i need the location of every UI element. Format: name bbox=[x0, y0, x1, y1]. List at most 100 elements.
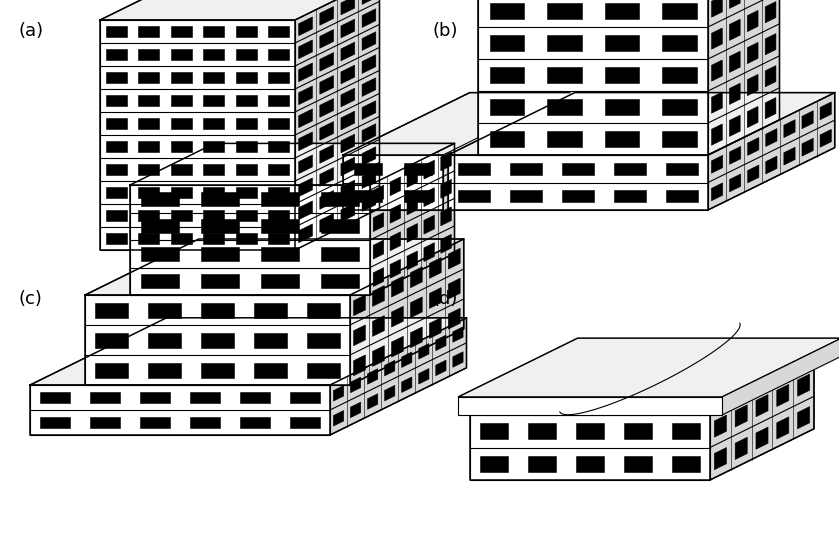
Polygon shape bbox=[320, 29, 334, 48]
Polygon shape bbox=[407, 224, 418, 243]
Polygon shape bbox=[333, 411, 344, 426]
Bar bbox=[662, 67, 696, 83]
Polygon shape bbox=[729, 115, 740, 137]
Polygon shape bbox=[407, 251, 418, 270]
Polygon shape bbox=[784, 147, 795, 165]
Bar bbox=[170, 118, 192, 129]
Polygon shape bbox=[353, 295, 365, 316]
Bar bbox=[262, 247, 299, 261]
Polygon shape bbox=[392, 336, 404, 357]
Polygon shape bbox=[748, 74, 758, 95]
Polygon shape bbox=[453, 327, 463, 342]
Polygon shape bbox=[353, 355, 365, 376]
Bar bbox=[148, 362, 181, 377]
Polygon shape bbox=[424, 188, 435, 206]
Bar bbox=[106, 118, 127, 129]
Bar bbox=[170, 94, 192, 107]
Polygon shape bbox=[341, 88, 355, 107]
Text: (d): (d) bbox=[433, 290, 458, 308]
Bar bbox=[268, 210, 289, 221]
Bar bbox=[547, 35, 581, 51]
Polygon shape bbox=[320, 53, 334, 71]
Polygon shape bbox=[435, 335, 446, 351]
Bar bbox=[140, 417, 170, 428]
Bar bbox=[404, 163, 432, 175]
Polygon shape bbox=[299, 155, 312, 174]
Bar bbox=[268, 118, 289, 129]
Polygon shape bbox=[735, 405, 748, 427]
Polygon shape bbox=[362, 55, 376, 73]
Polygon shape bbox=[343, 155, 443, 210]
Bar bbox=[138, 140, 159, 153]
Polygon shape bbox=[470, 415, 710, 480]
Polygon shape bbox=[320, 99, 334, 117]
Polygon shape bbox=[373, 286, 384, 306]
Polygon shape bbox=[320, 190, 334, 209]
Bar bbox=[138, 210, 159, 221]
Polygon shape bbox=[777, 417, 789, 439]
Bar bbox=[605, 35, 639, 51]
Bar bbox=[106, 94, 127, 107]
Bar bbox=[203, 72, 224, 83]
Bar bbox=[106, 210, 127, 221]
Bar bbox=[138, 164, 159, 175]
Polygon shape bbox=[341, 65, 355, 84]
Polygon shape bbox=[777, 384, 789, 406]
Polygon shape bbox=[392, 276, 404, 297]
Bar bbox=[489, 131, 524, 147]
Bar bbox=[142, 219, 179, 233]
Bar bbox=[201, 192, 238, 205]
Text: (b): (b) bbox=[433, 22, 458, 40]
Bar bbox=[404, 190, 432, 203]
Polygon shape bbox=[711, 28, 722, 49]
Polygon shape bbox=[756, 395, 768, 417]
Polygon shape bbox=[410, 267, 422, 287]
Bar bbox=[614, 163, 646, 175]
Polygon shape bbox=[410, 297, 422, 317]
Bar bbox=[201, 302, 234, 317]
Polygon shape bbox=[370, 143, 455, 295]
Bar bbox=[95, 302, 128, 317]
Polygon shape bbox=[765, 2, 776, 23]
Bar bbox=[203, 233, 224, 245]
Polygon shape bbox=[730, 147, 741, 164]
Polygon shape bbox=[766, 129, 777, 147]
Bar bbox=[268, 48, 289, 60]
Bar bbox=[138, 26, 159, 38]
Bar bbox=[203, 26, 224, 38]
Polygon shape bbox=[343, 93, 570, 155]
Polygon shape bbox=[320, 214, 334, 232]
Polygon shape bbox=[299, 224, 312, 243]
Polygon shape bbox=[765, 98, 776, 119]
Polygon shape bbox=[458, 338, 839, 397]
Polygon shape bbox=[448, 248, 460, 269]
Polygon shape bbox=[299, 178, 312, 196]
Bar bbox=[40, 392, 70, 403]
Polygon shape bbox=[729, 19, 740, 41]
Bar bbox=[236, 94, 257, 107]
Bar bbox=[170, 72, 192, 83]
Polygon shape bbox=[458, 397, 722, 415]
Bar bbox=[624, 423, 652, 440]
Bar bbox=[106, 48, 127, 60]
Text: (a): (a) bbox=[18, 22, 43, 40]
Polygon shape bbox=[708, 0, 779, 155]
Polygon shape bbox=[478, 0, 708, 155]
Polygon shape bbox=[351, 377, 361, 393]
Bar bbox=[201, 247, 238, 261]
Bar bbox=[240, 392, 270, 403]
Bar bbox=[203, 118, 224, 129]
Polygon shape bbox=[784, 120, 795, 138]
Polygon shape bbox=[390, 177, 400, 196]
Polygon shape bbox=[362, 170, 376, 189]
Polygon shape bbox=[130, 185, 370, 295]
Bar bbox=[662, 3, 696, 19]
Polygon shape bbox=[320, 122, 334, 140]
Polygon shape bbox=[320, 144, 334, 163]
Polygon shape bbox=[448, 93, 835, 155]
Bar bbox=[106, 140, 127, 153]
Polygon shape bbox=[765, 33, 776, 55]
Bar bbox=[254, 362, 287, 377]
Bar bbox=[254, 302, 287, 317]
Bar bbox=[321, 192, 358, 205]
